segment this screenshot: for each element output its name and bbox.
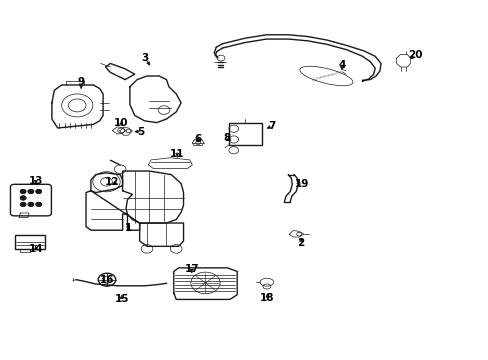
Text: 18: 18 — [260, 293, 274, 303]
Text: 6: 6 — [194, 134, 202, 144]
Text: 9: 9 — [78, 77, 84, 87]
Text: 16: 16 — [100, 275, 114, 285]
Text: 10: 10 — [114, 118, 128, 128]
Circle shape — [20, 196, 26, 200]
Text: 7: 7 — [267, 121, 275, 131]
Circle shape — [28, 189, 34, 194]
Text: 1: 1 — [124, 223, 132, 233]
Bar — [228, 123, 262, 145]
Text: 19: 19 — [294, 179, 308, 189]
Text: 4: 4 — [338, 60, 345, 70]
Text: 15: 15 — [114, 294, 129, 305]
Text: 3: 3 — [141, 53, 148, 63]
Text: 17: 17 — [184, 264, 199, 274]
Text: 2: 2 — [297, 238, 304, 248]
Circle shape — [20, 202, 26, 207]
Text: 14: 14 — [28, 244, 43, 254]
Circle shape — [28, 202, 34, 207]
Text: 5: 5 — [137, 127, 144, 136]
Text: 20: 20 — [407, 50, 422, 60]
Circle shape — [36, 189, 41, 194]
Circle shape — [36, 202, 41, 207]
Bar — [15, 234, 44, 249]
Circle shape — [20, 189, 26, 194]
Text: 12: 12 — [104, 177, 119, 187]
Text: 13: 13 — [28, 176, 43, 186]
Text: 11: 11 — [170, 149, 184, 159]
Text: 8: 8 — [224, 133, 231, 143]
